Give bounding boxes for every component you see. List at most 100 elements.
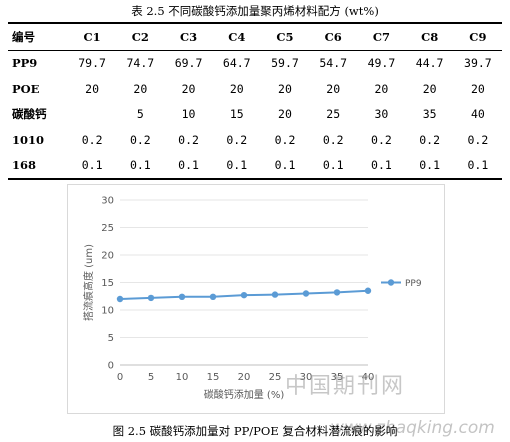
x-tick-label: 15 xyxy=(207,372,220,383)
table-cell: 0.2 xyxy=(226,132,248,147)
row-label: 碳酸钙 xyxy=(12,107,47,122)
header-cell: C6 xyxy=(309,22,358,51)
table-caption: 表 2.5 不同碳酸钙添加量聚丙烯材料配方 (wt%) xyxy=(131,4,379,18)
table-cell: 0.2 xyxy=(129,132,151,147)
header-cell: C4 xyxy=(212,22,261,51)
x-tick-label: 0 xyxy=(117,372,123,383)
table-cell: 0.2 xyxy=(322,132,344,147)
table-row: PP9 79.7 74.7 69.7 64.7 59.7 54.7 49.7 4… xyxy=(8,50,502,76)
table-cell: 0.1 xyxy=(212,152,261,180)
table-cell: 69.7 xyxy=(174,56,203,71)
row-label: PP9 xyxy=(12,56,38,71)
table-cell: 20 xyxy=(133,81,148,96)
formula-table: 编号 C1 C2 C3 C4 C5 C6 C7 C8 C9 PP9 79.7 7… xyxy=(8,22,502,180)
table-cell: 0.1 xyxy=(116,152,165,180)
table-cell xyxy=(68,102,116,128)
table-cell: 20 xyxy=(374,81,389,96)
table-cell: 0.1 xyxy=(260,152,310,180)
table-cell: 44.7 xyxy=(415,56,444,71)
data-point xyxy=(364,287,372,294)
table-cell: 30 xyxy=(374,107,389,122)
x-tick-label: 35 xyxy=(331,372,344,383)
data-point xyxy=(302,290,310,297)
line-chart: 0 5 10 15 20 25 30 0 5 10 15 20 25 30 35 40 碳酸钙添加量 (%) 搭流… xyxy=(82,196,422,402)
table-cell: 0.2 xyxy=(81,132,103,147)
header-cell: C1 xyxy=(68,22,117,51)
x-tick-label: 30 xyxy=(300,372,313,383)
table-row: 碳酸钙 5 10 15 20 25 30 35 40 xyxy=(8,102,502,128)
y-tick-label: 5 xyxy=(108,333,114,344)
x-tick-label: 20 xyxy=(238,372,251,383)
table-cell: 0.1 xyxy=(357,152,406,180)
table-cell: 20 xyxy=(278,81,292,96)
table-cell: 5 xyxy=(136,107,144,122)
legend-label: PP9 xyxy=(405,279,422,289)
x-tick-label: 25 xyxy=(269,372,282,383)
figure-caption: 图 2.5 碳酸钙添加量对 PP/POE 复合材料潜流痕的影响 xyxy=(112,424,398,438)
data-point xyxy=(333,289,341,296)
header-cell: C8 xyxy=(405,22,454,51)
table-cell: 0.2 xyxy=(467,132,489,147)
x-tick-label: 40 xyxy=(362,372,375,383)
chart-container: 0 5 10 15 20 25 30 0 5 10 15 20 25 30 35 40 碳酸钙添加量 (%) 搭流… xyxy=(67,184,445,414)
table-cell: 40 xyxy=(470,107,485,122)
table-cell: 54.7 xyxy=(319,56,348,71)
header-cell: C7 xyxy=(357,22,406,51)
table-cell: 20 xyxy=(85,81,100,96)
table-row: POE 20 20 20 20 20 20 20 20 20 xyxy=(8,76,502,102)
table-header-row: 编号 C1 C2 C3 C4 C5 C6 C7 C8 C9 xyxy=(8,22,502,51)
y-tick-label: 10 xyxy=(101,306,114,317)
table-row: 168 0.1 0.1 0.1 0.1 0.1 0.1 0.1 0.1 0.1 xyxy=(8,152,502,180)
watermark-url: www.zhaqking.com xyxy=(330,418,495,438)
x-tick-label: 10 xyxy=(176,372,189,383)
header-cell: 编号 xyxy=(8,22,68,51)
table-cell: 0.2 xyxy=(371,132,392,147)
table-cell: 20 xyxy=(181,81,196,96)
table-cell: 0.1 xyxy=(164,152,213,180)
header-cell: C5 xyxy=(260,22,310,51)
x-tick-label: 5 xyxy=(148,372,154,383)
table-cell: 39.7 xyxy=(464,56,492,71)
table-cell: 20 xyxy=(326,81,341,96)
table-cell: 49.7 xyxy=(367,56,396,71)
table-cell: 20 xyxy=(422,81,437,96)
table-cell: 35 xyxy=(422,107,437,122)
table-cell: 79.7 xyxy=(78,56,106,71)
table-cell: 0.2 xyxy=(274,132,296,147)
table-cell: 10 xyxy=(181,107,196,122)
table-cell: 0.1 xyxy=(309,152,358,180)
row-label: 1010 xyxy=(12,132,45,147)
data-point xyxy=(271,291,279,298)
data-point xyxy=(178,293,186,300)
table-cell: 0.2 xyxy=(419,132,441,147)
table-cell: 64.7 xyxy=(222,56,251,71)
y-tick-label: 20 xyxy=(101,251,114,262)
data-point xyxy=(240,291,248,299)
table-cell: 0.2 xyxy=(178,132,199,147)
data-point xyxy=(209,293,217,300)
header-cell: C9 xyxy=(453,22,502,51)
y-tick-label: 0 xyxy=(108,361,114,372)
legend-marker xyxy=(387,279,395,286)
x-axis-label: 碳酸钙添加量 (%) xyxy=(204,388,285,401)
table-cell: 0.1 xyxy=(405,152,454,180)
y-tick-label: 15 xyxy=(101,278,114,289)
table-cell: 59.7 xyxy=(271,56,299,71)
header-cell: C2 xyxy=(116,22,165,51)
row-label: 168 xyxy=(8,152,68,180)
watermark-text: 中国期刊网 xyxy=(285,374,406,399)
header-cell: C3 xyxy=(164,22,213,51)
table-cell: 15 xyxy=(229,107,244,122)
table-cell: 20 xyxy=(229,81,244,96)
y-tick-label: 25 xyxy=(101,223,114,234)
table-cell: 0.1 xyxy=(453,152,502,180)
table-cell: 20 xyxy=(470,81,485,96)
table-cell: 0.1 xyxy=(68,152,117,180)
row-label: POE xyxy=(12,81,40,96)
data-point xyxy=(147,294,155,302)
table-cell: 20 xyxy=(278,107,292,122)
table-row: 1010 0.2 0.2 0.2 0.2 0.2 0.2 0.2 0.2 0.2 xyxy=(8,127,502,153)
y-axis-label: 搭流痕高度 (um) xyxy=(82,244,95,321)
table-cell: 25 xyxy=(326,107,341,122)
table-cell: 74.7 xyxy=(126,56,155,71)
